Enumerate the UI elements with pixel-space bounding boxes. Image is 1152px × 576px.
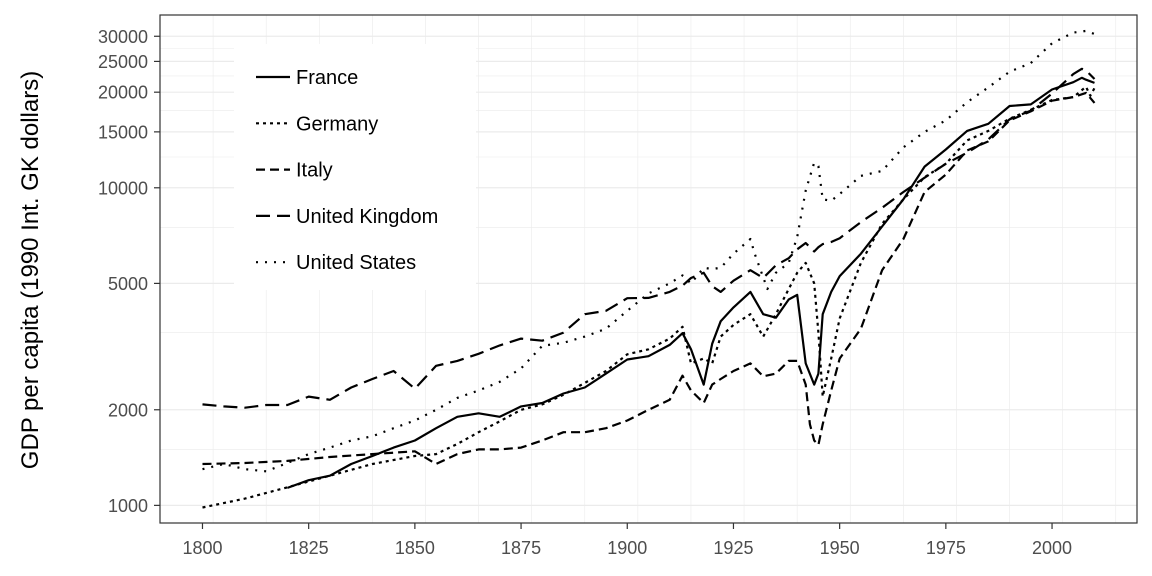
legend-label: France [296, 67, 358, 89]
series-line-united-kingdom [202, 67, 1096, 409]
legend-label: Germany [296, 113, 378, 135]
y-tick-label: 20000 [98, 83, 148, 103]
x-tick-label: 1975 [926, 538, 966, 558]
x-tick-label: 1825 [289, 538, 329, 558]
x-tick-label: 1850 [395, 538, 435, 558]
y-axis-title: GDP per capita (1990 Int. GK dollars) [17, 71, 44, 469]
x-tick-label: 1925 [713, 538, 753, 558]
x-axis: 1800 1825 1850 1875 1900 1925 1950 1975 2000 [182, 523, 1072, 558]
legend-label: United Kingdom [296, 206, 438, 228]
y-tick-label: 25000 [98, 52, 148, 72]
legend-label: Italy [296, 160, 333, 182]
x-tick-label: 2000 [1032, 538, 1072, 558]
x-tick-label: 1950 [820, 538, 860, 558]
y-tick-label: 1000 [108, 496, 148, 516]
series-line-france [287, 76, 1095, 489]
y-axis: 1000 2000 5000 10000 15000 20000 25000 30000 [98, 27, 160, 516]
y-tick-label: 10000 [98, 178, 148, 198]
plot-panel-border [159, 14, 1138, 524]
y-tick-label: 30000 [98, 27, 148, 47]
y-tick-label: 2000 [108, 400, 148, 420]
x-tick-label: 1800 [182, 538, 222, 558]
series-lines [202, 29, 1096, 509]
y-tick-label: 5000 [108, 274, 148, 294]
x-tick-label: 1875 [501, 538, 541, 558]
y-tick-label: 15000 [98, 122, 148, 142]
series-line-italy [202, 91, 1096, 466]
legend-label: United States [296, 252, 416, 274]
series-line-germany [202, 85, 1096, 509]
x-tick-label: 1900 [607, 538, 647, 558]
series-line-united-states [202, 29, 1095, 473]
legend: France Germany Italy United Kingdom United S… [234, 44, 476, 290]
legend-background [234, 44, 476, 290]
